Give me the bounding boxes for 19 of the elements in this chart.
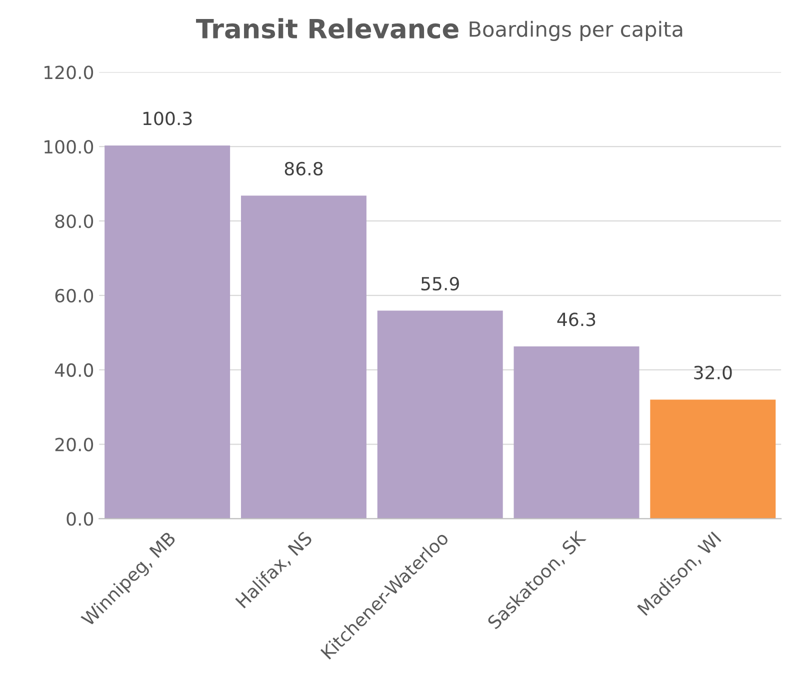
y-tick-label: 0.0 bbox=[66, 512, 94, 526]
y-tick-label: 40.0 bbox=[54, 363, 94, 377]
y-tick-label: 20.0 bbox=[55, 438, 94, 452]
data-label: 86.8 bbox=[284, 162, 323, 176]
bar bbox=[377, 310, 503, 519]
y-tick-label: 120.0 bbox=[44, 66, 94, 80]
y-tick-label: 60.0 bbox=[55, 288, 94, 303]
bar bbox=[240, 196, 366, 519]
data-label: 46.3 bbox=[557, 312, 596, 326]
chart-subtitle: Boardings per capita bbox=[470, 20, 682, 41]
bar bbox=[650, 400, 776, 519]
data-label: 32.0 bbox=[694, 366, 732, 380]
bar bbox=[514, 346, 640, 519]
data-label: 100.3 bbox=[143, 112, 192, 126]
y-tick-label: 80.0 bbox=[55, 214, 94, 228]
data-label: 55.9 bbox=[421, 276, 459, 290]
chart-title: Transit Relevance bbox=[196, 18, 458, 39]
bar bbox=[104, 145, 230, 519]
y-tick-label: 100.0 bbox=[44, 140, 94, 154]
